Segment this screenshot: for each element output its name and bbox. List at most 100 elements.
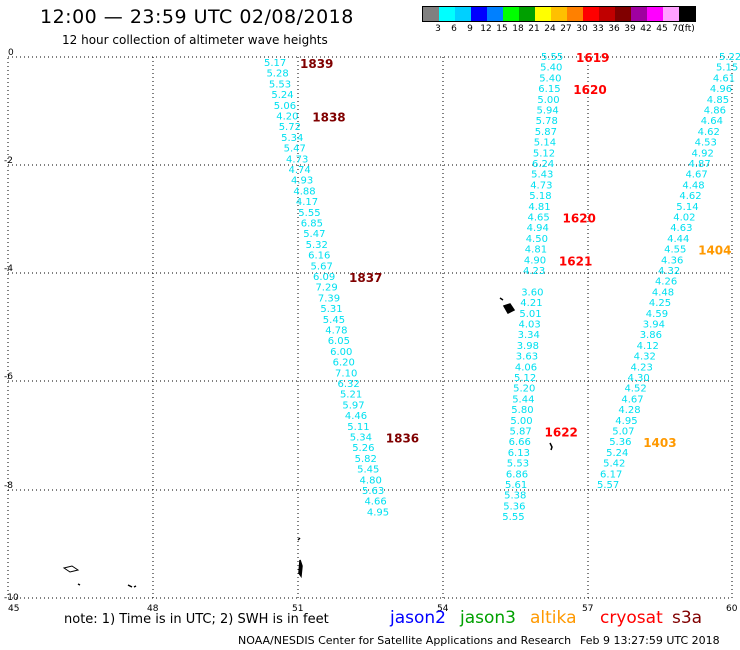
wave-height-label: 4.46 [345,411,367,422]
wave-height-label: 4.80 [360,475,382,486]
wave-height-label: 4.52 [624,384,646,395]
wave-height-label: 4.21 [520,298,542,309]
wave-height-label: 5.55 [541,52,563,63]
legend-swatch [455,7,471,21]
wave-height-label: 4.50 [526,234,548,245]
wave-height-label: 4.48 [682,180,704,191]
wave-height-label: 4.59 [646,309,668,320]
wave-height-label: 4.53 [695,138,717,149]
legend-label: 30 [576,24,588,34]
wave-height-label: 5.31 [320,304,342,315]
coastline-island [127,584,137,588]
track-time-label: 1839 [300,57,333,71]
wave-height-label: 5.28 [266,69,288,80]
wave-height-label: 5.11 [347,422,369,433]
legend-label: 70 [672,24,684,34]
wave-height-label: 5.97 [342,400,364,411]
track-time-label: 1619 [576,51,609,65]
wave-height-label: 5.78 [536,116,558,127]
legend-label: 39 [624,24,636,34]
wave-height-label: 4.62 [679,191,701,202]
wave-height-label: 5.94 [537,106,559,117]
legend-label: 3 [435,24,441,34]
legend-label: 27 [560,24,572,34]
wave-height-label: 6.85 [301,219,323,230]
wave-height-label: 4.62 [698,127,720,138]
wave-height-label: 4.92 [692,148,714,159]
wave-height-label: 5.32 [306,240,328,251]
legend-label: 42 [640,24,652,34]
wave-height-label: 5.45 [357,465,379,476]
wave-height-label: 5.53 [269,79,291,90]
wave-height-label: 5.40 [539,73,561,84]
coastline-island [549,442,553,451]
legend-swatches [422,6,696,22]
legend-swatch [439,7,455,21]
wave-height-label: 5.72 [279,122,301,133]
wave-height-label: 4.55 [664,245,686,256]
coastline-island [499,297,516,314]
legend-label: 21 [528,24,540,34]
legend-label: 24 [544,24,556,34]
wave-height-label: 5.26 [352,443,374,454]
legend-label: 12 [480,24,492,34]
y-tick-label: -10 [4,593,19,603]
track-time-label: 1404 [698,244,731,258]
wave-height-label: 5.24 [606,448,628,459]
legend-label: 36 [608,24,620,34]
wave-height-label: 4.25 [649,298,671,309]
x-tick-label: 54 [437,604,449,614]
wave-height-label: 3.98 [517,341,539,352]
generation-timestamp: Feb 9 13:27:59 UTC 2018 [580,634,720,647]
wave-height-label: 4.65 [528,213,550,224]
wave-height-label: 6.20 [333,358,355,369]
wave-height-label: 5.00 [537,95,559,106]
wave-height-label: 4.81 [528,202,550,213]
wave-height-label: 4.30 [628,373,650,384]
wave-height-label: 4.66 [364,497,386,508]
y-tick-label: -6 [4,372,13,382]
legend-label: 15 [496,24,508,34]
wave-height-label: 4.73 [286,154,308,165]
wave-height-label: 5.43 [531,170,553,181]
wave-height-label: 4.94 [527,223,549,234]
wave-height-label: 4.12 [637,341,659,352]
wave-height-label: 7.29 [315,283,337,294]
legend-swatch [535,7,551,21]
wave-height-label: 5.12 [514,373,536,384]
wave-height-label: 5.53 [507,459,529,470]
wave-height-label: 5.14 [676,202,698,213]
track-time-label: 1622 [545,426,578,440]
wave-height-label: 5.15 [716,63,738,74]
wave-height-label: 4.85 [707,95,729,106]
color-legend: 3 6 9 12 15 18 21 24 27 30 33 36 39 42 45 70 (ft) [422,6,696,34]
wave-height-label: 5.57 [597,480,619,491]
wave-height-label: 5.24 [271,90,293,101]
legend-swatch [567,7,583,21]
legend-jason2: jason2 [390,608,446,628]
wave-height-label: 5.61 [505,480,527,491]
wave-height-label: 6.17 [600,469,622,480]
wave-height-label: 6.05 [328,336,350,347]
wave-height-label: 4.95 [367,507,389,518]
wave-height-label: 5.87 [510,427,532,438]
track-time-label: 1620 [563,212,596,226]
wave-height-label: 5.20 [513,384,535,395]
track-time-label: 1837 [349,271,382,285]
wave-height-label: 5.63 [362,486,384,497]
wave-height-label: 4.23 [631,362,653,373]
wave-height-label: 7.10 [335,368,357,379]
wave-height-label: 4.32 [634,352,656,363]
coastline-island [297,537,303,579]
wave-height-label: 5.44 [512,394,534,405]
wave-height-label: 4.74 [289,165,311,176]
legend-swatch [647,7,663,21]
wave-height-label: 4.67 [621,394,643,405]
wave-height-label: 6.09 [313,272,335,283]
wave-height-label: 4.17 [296,197,318,208]
wave-height-label: 4.03 [519,320,541,331]
wave-height-label: 5.36 [503,501,525,512]
wave-height-label: 5.00 [510,416,532,427]
wave-height-label: 5.21 [340,390,362,401]
